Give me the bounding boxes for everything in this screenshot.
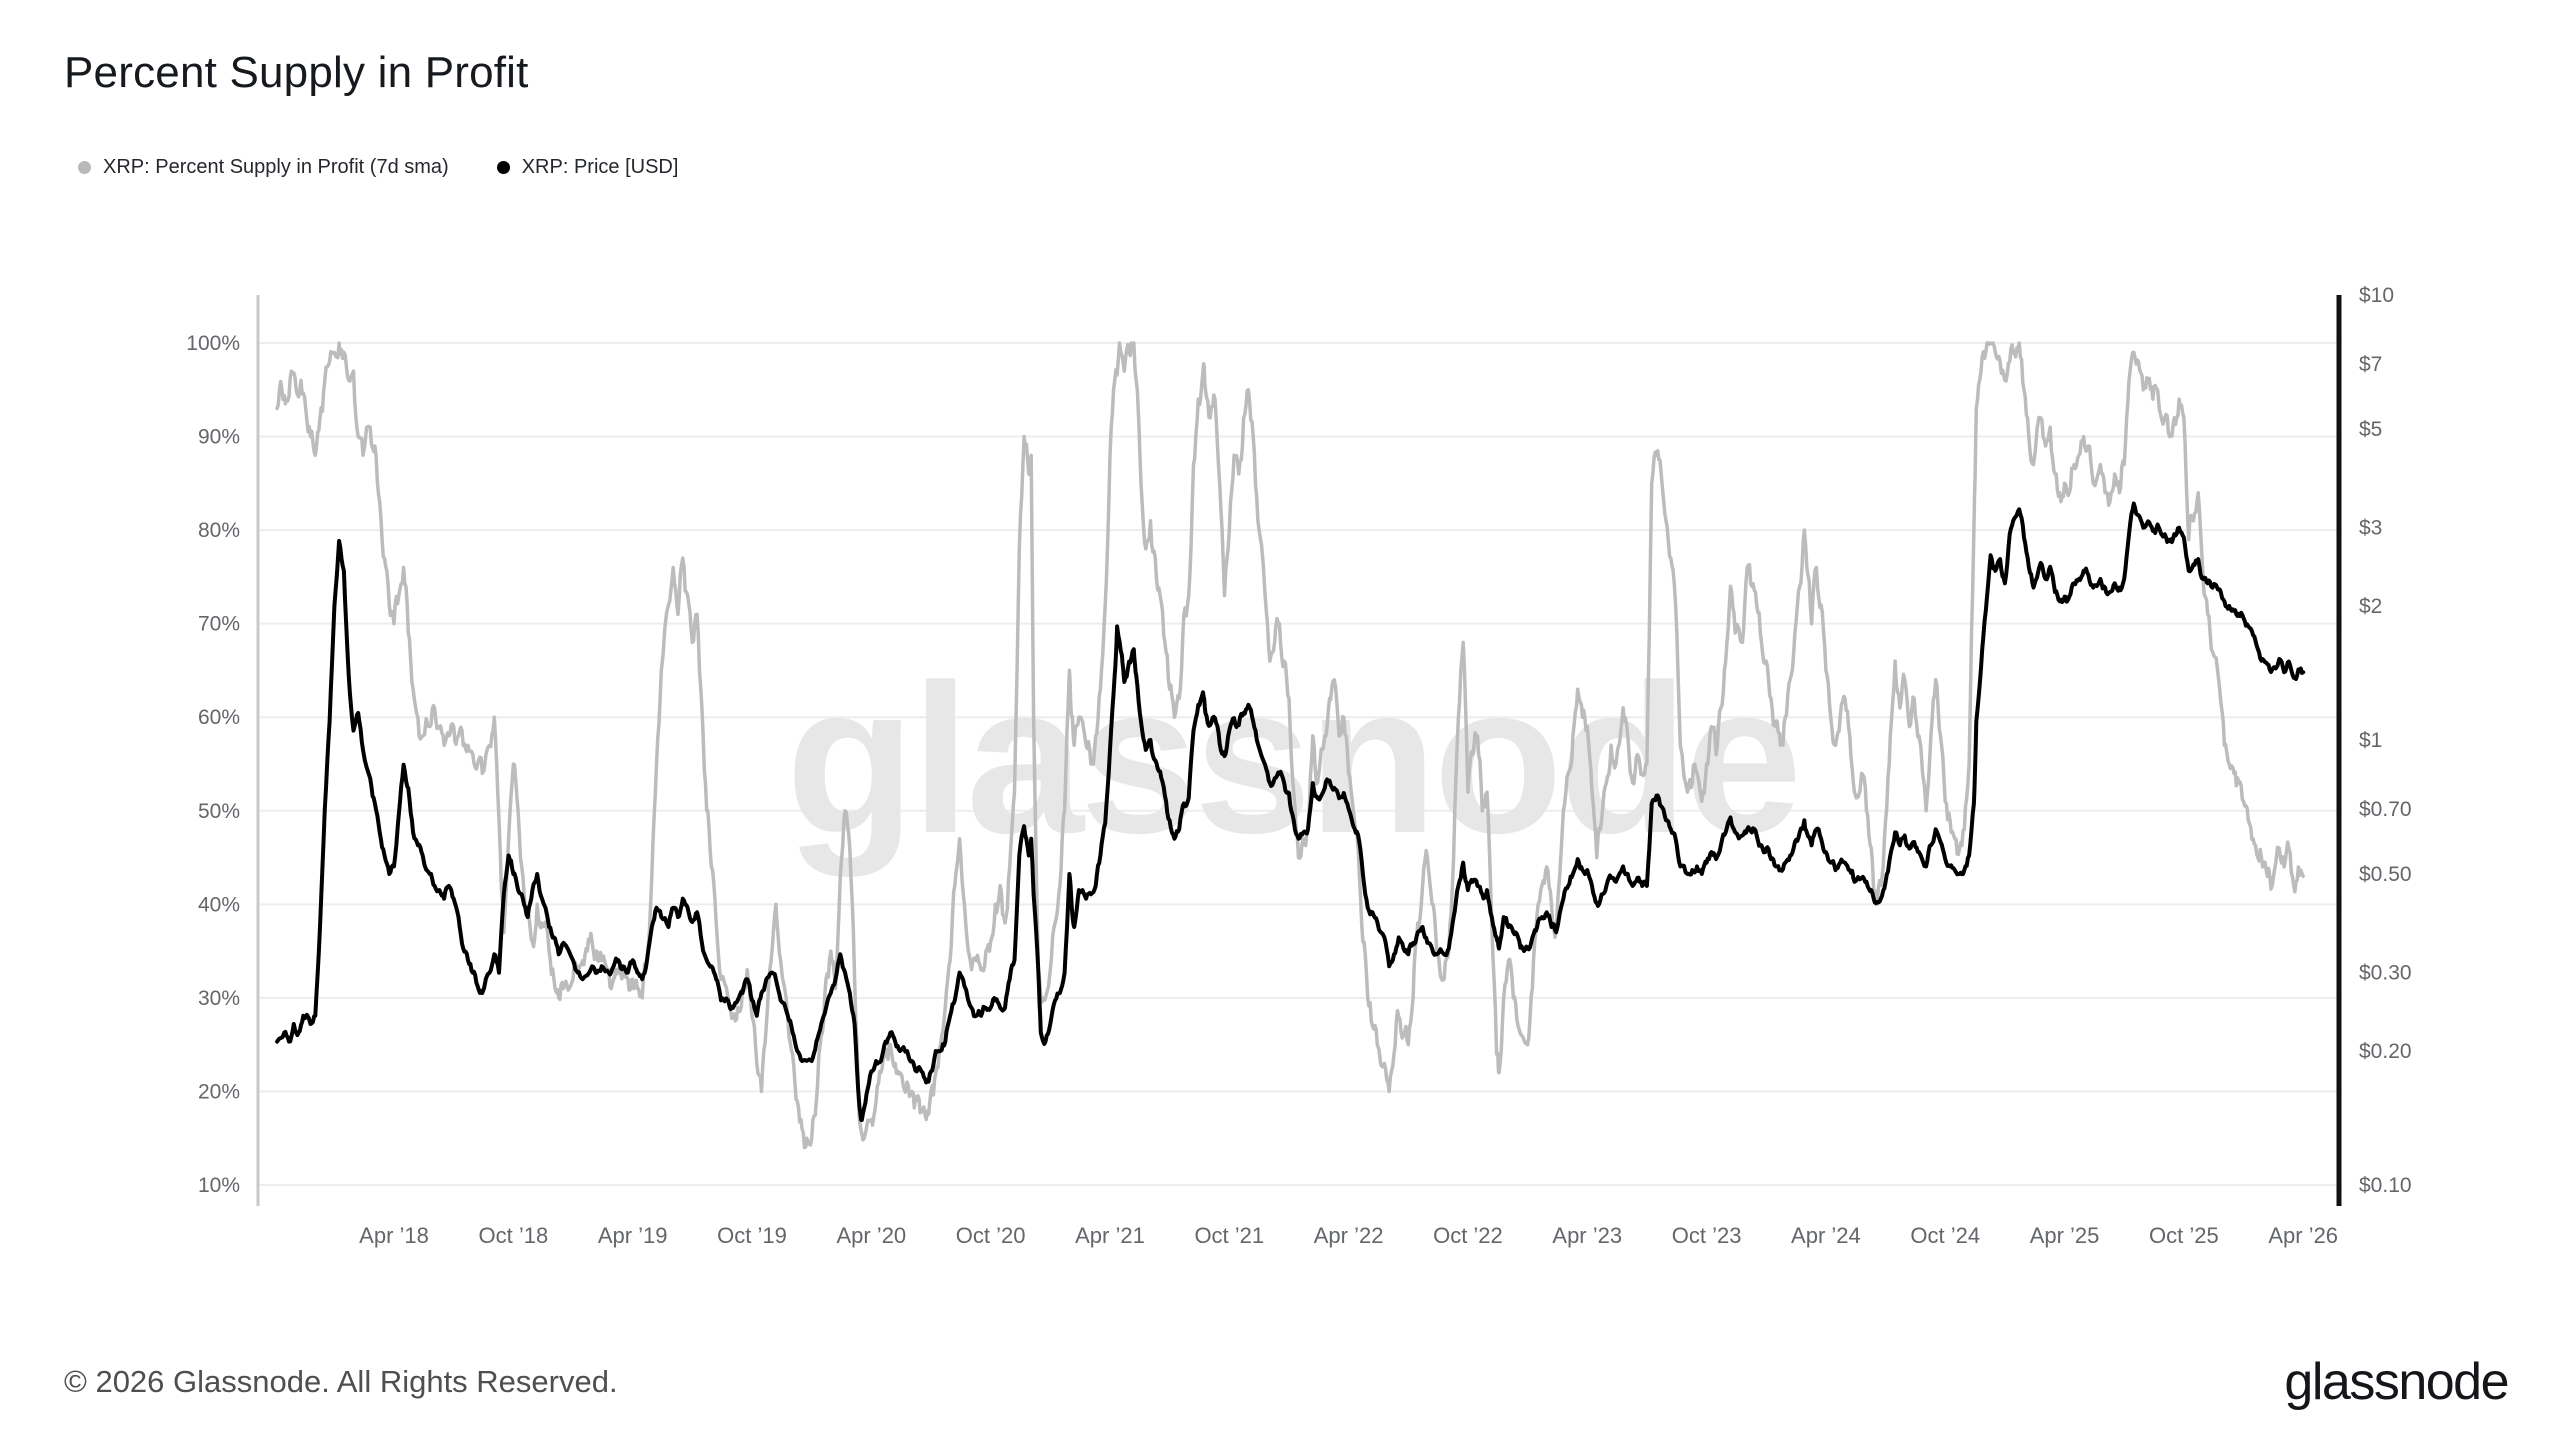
- legend-swatch-gray: [78, 161, 91, 174]
- y-axis-right-label: $0.10: [2359, 1174, 2412, 1197]
- y-axis-left-label: 70%: [198, 613, 240, 636]
- y-axis-right-label: $0.20: [2359, 1040, 2412, 1063]
- x-axis-label: Oct ’19: [717, 1223, 787, 1248]
- y-axis-right-label: $5: [2359, 418, 2382, 441]
- chart-legend: XRP: Percent Supply in Profit (7d sma) X…: [78, 156, 726, 179]
- x-axis-label: Oct ’20: [956, 1223, 1026, 1248]
- legend-item-price[interactable]: XRP: Price [USD]: [496, 156, 679, 179]
- series-price-line[interactable]: [275, 501, 2306, 1122]
- x-axis-label: Oct ’18: [479, 1223, 549, 1248]
- y-axis-right-label: $10: [2359, 284, 2394, 307]
- y-axis-left-label: 40%: [198, 893, 240, 916]
- y-axis-left-label: 100%: [186, 332, 240, 355]
- x-axis-label: Apr ’19: [598, 1223, 668, 1248]
- page-title: Percent Supply in Profit: [64, 48, 529, 97]
- copyright-text: © 2026 Glassnode. All Rights Reserved.: [64, 1364, 618, 1399]
- x-axis-label: Apr ’20: [836, 1223, 906, 1248]
- x-axis-label: Apr ’25: [2030, 1223, 2100, 1248]
- watermark-text: glassnode: [786, 640, 1799, 877]
- x-axis-label: Apr ’18: [359, 1223, 429, 1248]
- legend-swatch-black: [496, 161, 510, 174]
- y-axis-left-label: 90%: [198, 426, 240, 449]
- x-axis-label: Oct ’21: [1194, 1223, 1264, 1248]
- legend-label-percent-supply: XRP: Percent Supply in Profit (7d sma): [103, 156, 449, 178]
- legend-label-price: XRP: Price [USD]: [521, 156, 679, 178]
- y-axis-left-label: 60%: [198, 706, 240, 729]
- y-axis-left-label: 10%: [198, 1174, 240, 1197]
- y-axis-left-label: 80%: [198, 519, 240, 542]
- page-footer: © 2026 Glassnode. All Rights Reserved. g…: [64, 1342, 2509, 1422]
- x-axis-label: Apr ’21: [1075, 1223, 1145, 1248]
- x-axis-label: Oct ’25: [2149, 1223, 2219, 1248]
- y-axis-right-label: $0.70: [2359, 798, 2412, 821]
- x-axis-label: Apr ’26: [2268, 1223, 2338, 1248]
- y-axis-right-label: $3: [2359, 517, 2382, 540]
- y-axis-right-label: $0.50: [2359, 863, 2412, 886]
- x-axis-label: Oct ’23: [1672, 1223, 1742, 1248]
- x-axis-label: Apr ’24: [1791, 1223, 1861, 1248]
- x-axis-label: Oct ’24: [1910, 1223, 1980, 1248]
- y-axis-right-label: $0.30: [2359, 962, 2412, 985]
- glassnode-logo: glassnode: [2284, 1353, 2509, 1411]
- y-axis-right-label: $2: [2359, 595, 2382, 618]
- legend-item-percent-supply-in-profit[interactable]: XRP: Percent Supply in Profit (7d sma): [78, 156, 449, 179]
- series-percent-supply-line[interactable]: [275, 341, 2305, 1150]
- y-axis-left-label: 30%: [198, 987, 240, 1010]
- x-axis-label: Oct ’22: [1433, 1223, 1503, 1248]
- y-axis-left-label: 50%: [198, 800, 240, 823]
- y-axis-right-label: $7: [2359, 353, 2382, 376]
- x-axis-label: Apr ’23: [1552, 1223, 1622, 1248]
- x-axis-label: Apr ’22: [1314, 1223, 1384, 1248]
- y-axis-right-label: $1: [2359, 729, 2382, 752]
- y-axis-left-label: 20%: [198, 1080, 240, 1103]
